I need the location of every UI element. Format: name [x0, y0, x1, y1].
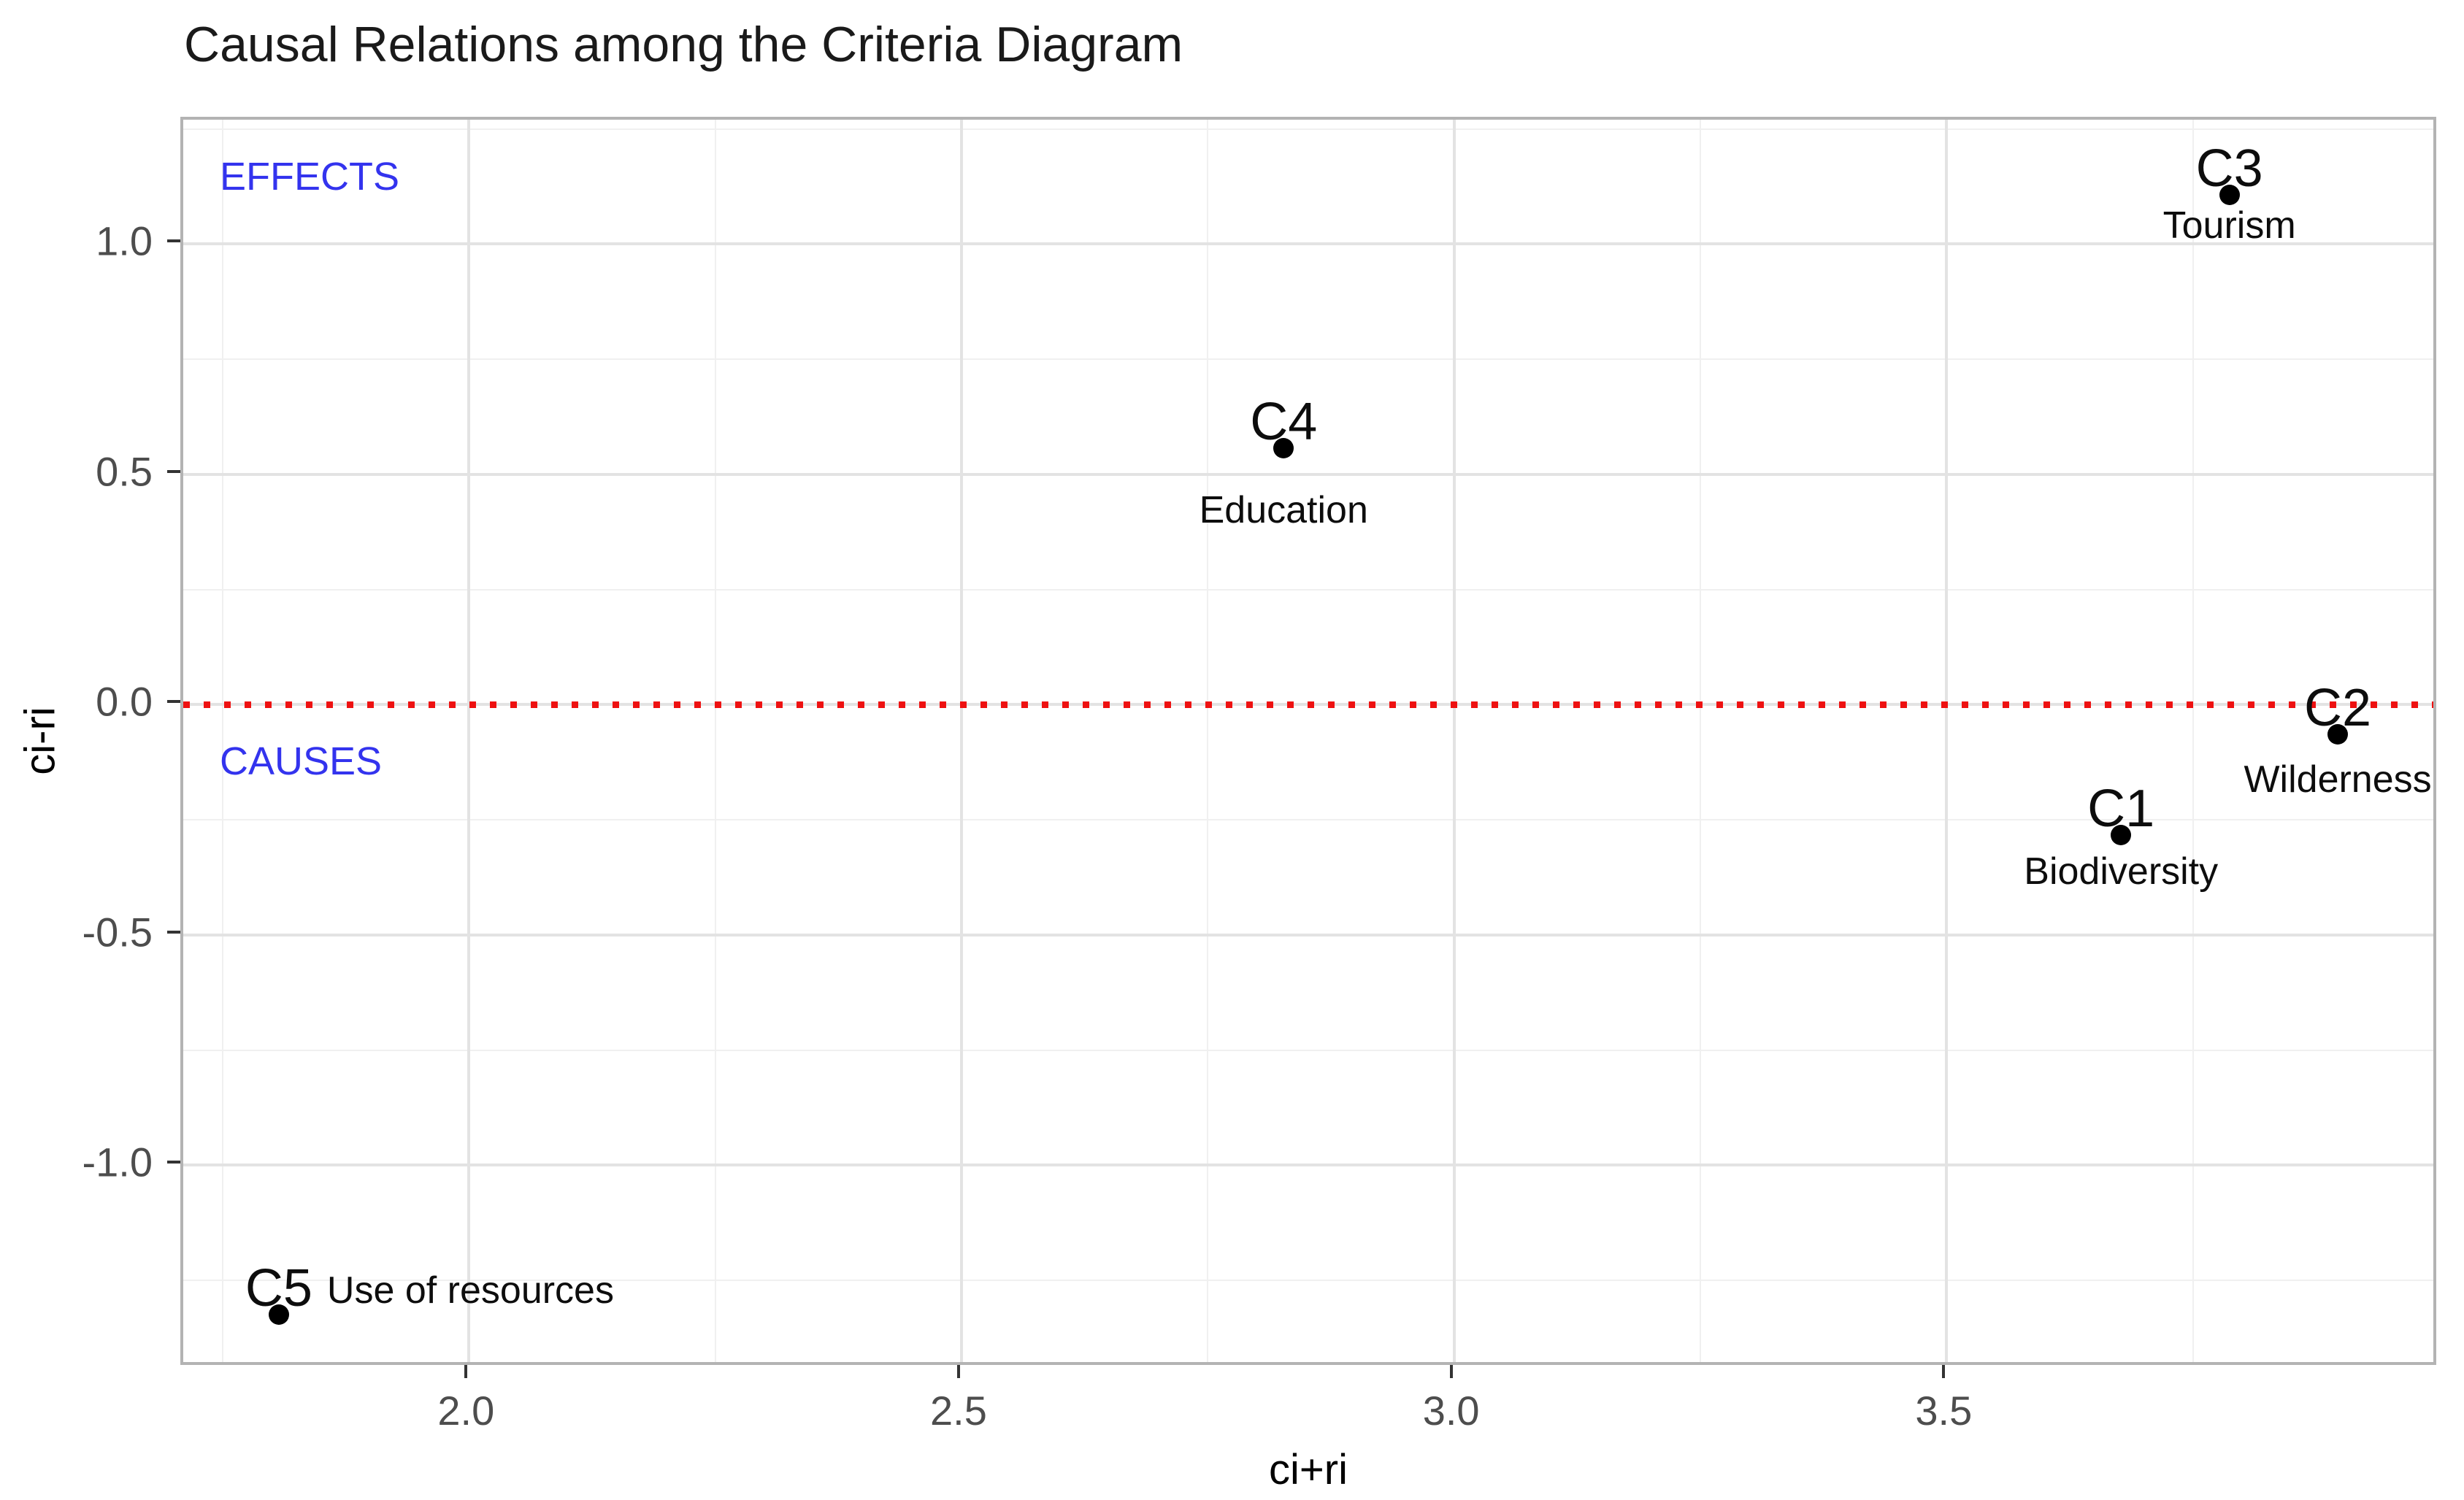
x-major-gridline [959, 120, 963, 1362]
y-major-gridline [183, 242, 2433, 246]
y-minor-gridline [183, 588, 2433, 591]
point-code-label-c1: C1 [2087, 780, 2155, 839]
x-minor-gridline [1207, 120, 1209, 1362]
x-minor-gridline [2192, 120, 2194, 1362]
x-tick-mark [1942, 1365, 1946, 1378]
data-point-c1 [2111, 825, 2132, 846]
x-tick-mark [1449, 1365, 1453, 1378]
point-name-label-c1: Biodiversity [2024, 850, 2219, 893]
y-axis-title: ci-ri [16, 707, 64, 775]
chart-title: Causal Relations among the Criteria Diag… [184, 17, 1183, 72]
zero-reference-line [183, 701, 2433, 709]
y-tick-label: 0.0 [96, 678, 153, 725]
y-tick-mark [167, 1161, 180, 1164]
y-tick-mark [167, 930, 180, 934]
data-point-c2 [2327, 723, 2349, 745]
y-minor-gridline [183, 819, 2433, 821]
x-tick-label: 3.5 [1915, 1388, 1973, 1434]
point-name-label-c2: Wilderness [2244, 758, 2432, 801]
x-minor-gridline [714, 120, 716, 1362]
y-tick-mark [167, 700, 180, 704]
y-major-gridline [183, 1164, 2433, 1167]
x-major-gridline [1945, 120, 1949, 1362]
y-minor-gridline [183, 128, 2433, 130]
y-tick-label: 0.5 [96, 448, 153, 495]
effects-annotation: EFFECTS [219, 155, 399, 199]
y-major-gridline [183, 472, 2433, 476]
y-tick-mark [167, 239, 180, 243]
plot-panel [180, 117, 2436, 1365]
point-code-label-c5: C5 [245, 1258, 312, 1318]
y-major-gridline [183, 933, 2433, 936]
y-minor-gridline [183, 1049, 2433, 1051]
x-axis-title: ci+ri [1269, 1446, 1348, 1493]
y-tick-mark [167, 469, 180, 473]
y-tick-label: -0.5 [82, 909, 153, 955]
x-major-gridline [467, 120, 471, 1362]
data-point-c4 [1273, 438, 1294, 459]
y-minor-gridline [183, 358, 2433, 361]
y-tick-label: 1.0 [96, 218, 153, 264]
x-tick-label: 3.0 [1422, 1388, 1480, 1434]
point-code-label-c3: C3 [2195, 139, 2263, 199]
y-tick-label: -1.0 [82, 1139, 153, 1185]
causes-annotation: CAUSES [219, 739, 383, 784]
point-name-label-c4: Education [1199, 489, 1368, 532]
y-minor-gridline [183, 1280, 2433, 1282]
data-point-c3 [2219, 185, 2240, 206]
x-minor-gridline [1699, 120, 1701, 1362]
x-minor-gridline [221, 120, 223, 1362]
x-major-gridline [1452, 120, 1456, 1362]
x-tick-mark [464, 1365, 468, 1378]
point-name-label-c5: Use of resources [326, 1269, 614, 1312]
point-code-label-c4: C4 [1250, 393, 1318, 452]
x-tick-label: 2.5 [930, 1388, 987, 1434]
point-code-label-c2: C2 [2304, 678, 2372, 737]
data-point-c5 [268, 1304, 289, 1325]
x-tick-label: 2.0 [437, 1388, 495, 1434]
point-name-label-c3: Tourism [2162, 204, 2296, 247]
x-tick-mark [956, 1365, 960, 1378]
